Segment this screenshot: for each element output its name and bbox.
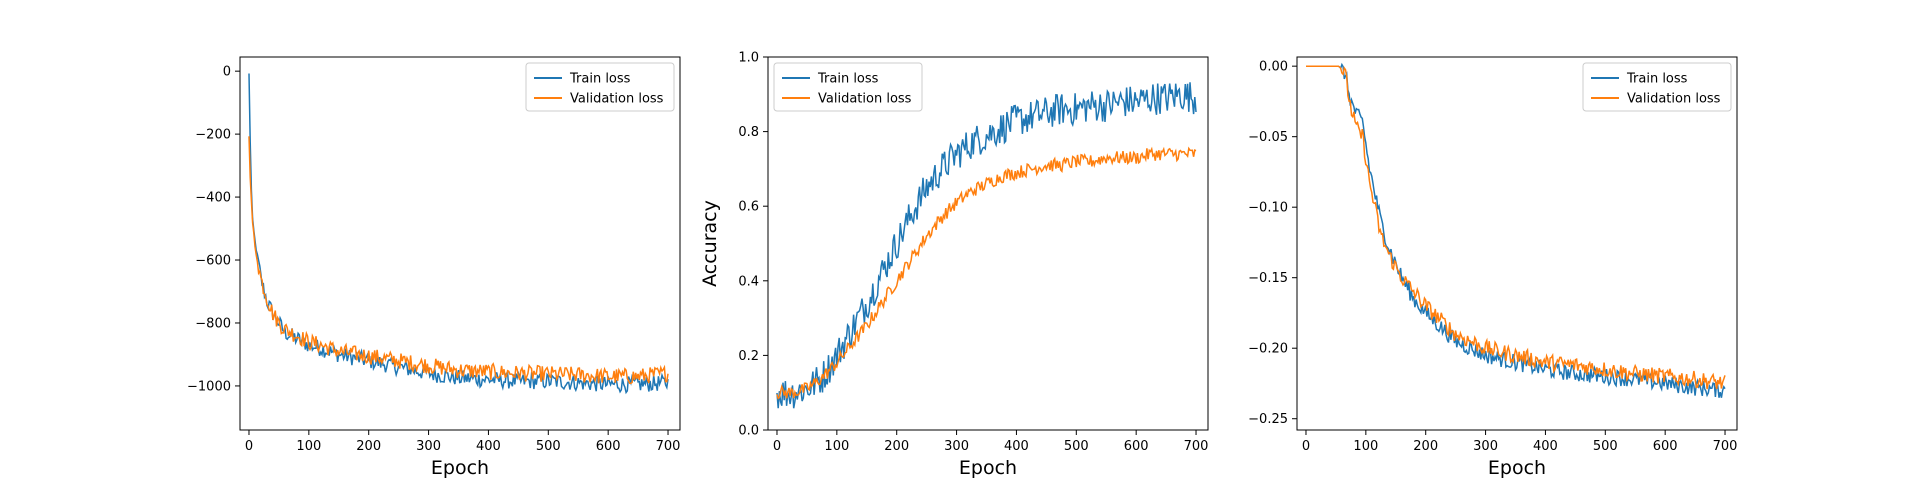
legend-box: [525, 62, 675, 112]
x-tick-label: 300: [944, 439, 969, 454]
series-line-train-loss: [776, 82, 1197, 409]
y-tick-label: 0.0: [738, 424, 759, 439]
chart-panel-2: 0 100 200 300 400 500 600 700 0.0 0.2 0.4 0.6 0.8 1.0…: [699, 51, 1209, 479]
x-tick-label: 200: [356, 439, 381, 454]
x-tick-label: 600: [596, 439, 621, 454]
y-tick-label: 0: [223, 65, 231, 80]
y-tick-label: 0.4: [738, 274, 759, 289]
y-tick-label: 0.00: [1259, 60, 1288, 75]
y-tick-label: −0.10: [1248, 201, 1288, 216]
y-tick-label: 0.6: [738, 200, 759, 215]
series-line-validation-loss: [248, 136, 669, 385]
legend-label: Train loss: [1626, 72, 1688, 87]
x-tick-label: 500: [536, 439, 561, 454]
x-tick-label: 400: [1004, 439, 1029, 454]
x-axis-label: Epoch: [1488, 457, 1546, 479]
legend-label: Validation loss: [570, 92, 664, 107]
axes-frame: [1296, 56, 1738, 431]
x-tick-label: 300: [416, 439, 441, 454]
y-tick-label: 0.8: [738, 125, 759, 140]
x-tick-label: 700: [1184, 439, 1209, 454]
x-tick-label: 100: [296, 439, 321, 454]
x-tick-label: 400: [1533, 439, 1558, 454]
y-tick-label: −600: [195, 254, 231, 269]
x-tick-label: 600: [1653, 439, 1678, 454]
x-axis-label: Epoch: [431, 457, 489, 479]
x-tick-label: 600: [1124, 439, 1149, 454]
y-tick-label: −800: [195, 316, 231, 331]
y-axis-label: Accuracy: [699, 200, 721, 287]
x-tick-label: 0: [773, 439, 781, 454]
x-tick-label: 200: [884, 439, 909, 454]
legend-label: Validation loss: [1627, 92, 1721, 107]
y-tick-label: 1.0: [738, 51, 759, 66]
x-tick-label: 100: [1353, 439, 1378, 454]
x-axis-label: Epoch: [959, 457, 1017, 479]
legend: Train loss Validation loss: [525, 62, 675, 112]
legend-label: Train loss: [817, 72, 879, 87]
x-tick-label: 200: [1413, 439, 1438, 454]
y-tick-label: 0.2: [738, 349, 759, 364]
x-tick-label: 100: [824, 439, 849, 454]
legend-box: [1582, 62, 1732, 112]
y-tick-label: −0.05: [1248, 130, 1288, 145]
x-tick-label: 400: [476, 439, 501, 454]
x-tick-label: 700: [656, 439, 681, 454]
x-tick-label: 300: [1473, 439, 1498, 454]
y-tick-label: −0.25: [1248, 412, 1288, 427]
x-tick-label: 500: [1064, 439, 1089, 454]
y-tick-label: −0.20: [1248, 342, 1288, 357]
legend-label: Validation loss: [818, 92, 912, 107]
series-line-train-loss: [1306, 62, 1726, 398]
y-tick-label: −200: [195, 128, 231, 143]
y-tick-label: −1000: [187, 379, 231, 394]
series-line-validation-loss: [1306, 65, 1726, 390]
y-tick-label: −400: [195, 191, 231, 206]
axes-frame: [239, 56, 681, 431]
chart-panel-3: 0 100 200 300 400 500 600 700 0.00 −0.05 −0.10 −0.1…: [1248, 56, 1738, 479]
legend: Train loss Validation loss: [773, 62, 923, 112]
x-tick-label: 500: [1593, 439, 1618, 454]
legend-label: Train loss: [569, 72, 631, 87]
series-line-validation-loss: [776, 146, 1197, 400]
legend: Train loss Validation loss: [1582, 62, 1732, 112]
x-tick-label: 0: [245, 439, 253, 454]
x-tick-label: 700: [1713, 439, 1738, 454]
y-tick-label: −0.15: [1248, 271, 1288, 286]
chart-panel-1: 0 100 200 300 400 500 600 700 0 −200 −400 −600 −800 −…: [187, 56, 681, 479]
x-tick-label: 0: [1302, 439, 1310, 454]
axes-frame: [767, 56, 1209, 431]
legend-box: [773, 62, 923, 112]
